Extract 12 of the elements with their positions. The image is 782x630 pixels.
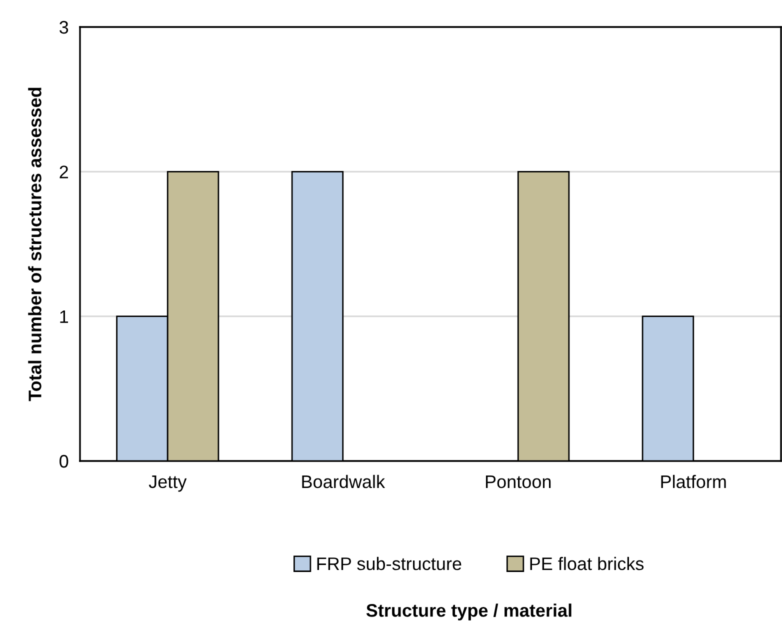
x-tick-label: Jetty <box>148 476 187 492</box>
x-tick-label: Pontoon <box>486 476 551 488</box>
text: Structure type / material <box>366 604 572 620</box>
y-tick-label: 1 <box>60 310 68 323</box>
x-tick-label: Boardwalk <box>302 474 386 488</box>
legend-label: FRP sub-structure <box>317 556 462 570</box>
y-axis-title: Total number of structures assessed <box>28 88 42 402</box>
y-tick-label: 3 <box>60 20 68 34</box>
x-tick-label: Platform <box>661 474 726 488</box>
y-tick-label: 0 <box>60 454 68 468</box>
y-tick-label: 2 <box>60 166 68 178</box>
legend-label: PE float bricks <box>530 556 644 570</box>
